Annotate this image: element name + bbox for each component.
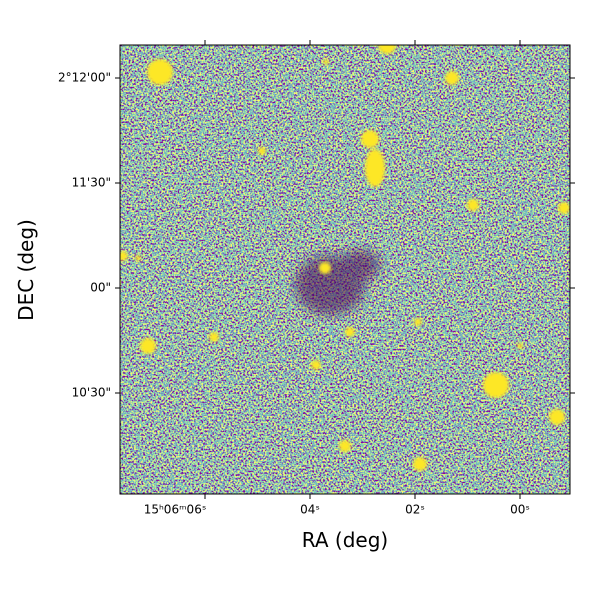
- y-tick-label: 11'30": [72, 176, 111, 190]
- plot-frame: [119, 44, 571, 495]
- sky-image: [120, 45, 570, 494]
- x-tick-label: 00ˢ: [510, 503, 530, 517]
- y-tick-label: 00": [90, 281, 111, 295]
- x-axis-label: RA (deg): [302, 528, 388, 552]
- y-tick-label: 2°12'00": [58, 71, 111, 85]
- x-tick-label: 04ˢ: [300, 503, 320, 517]
- x-tick-label: 02ˢ: [405, 503, 425, 517]
- x-tick-label: 15ʰ06ᵐ06ˢ: [144, 503, 207, 517]
- y-axis-label: DEC (deg): [14, 219, 38, 321]
- y-tick-label: 10'30": [72, 386, 111, 400]
